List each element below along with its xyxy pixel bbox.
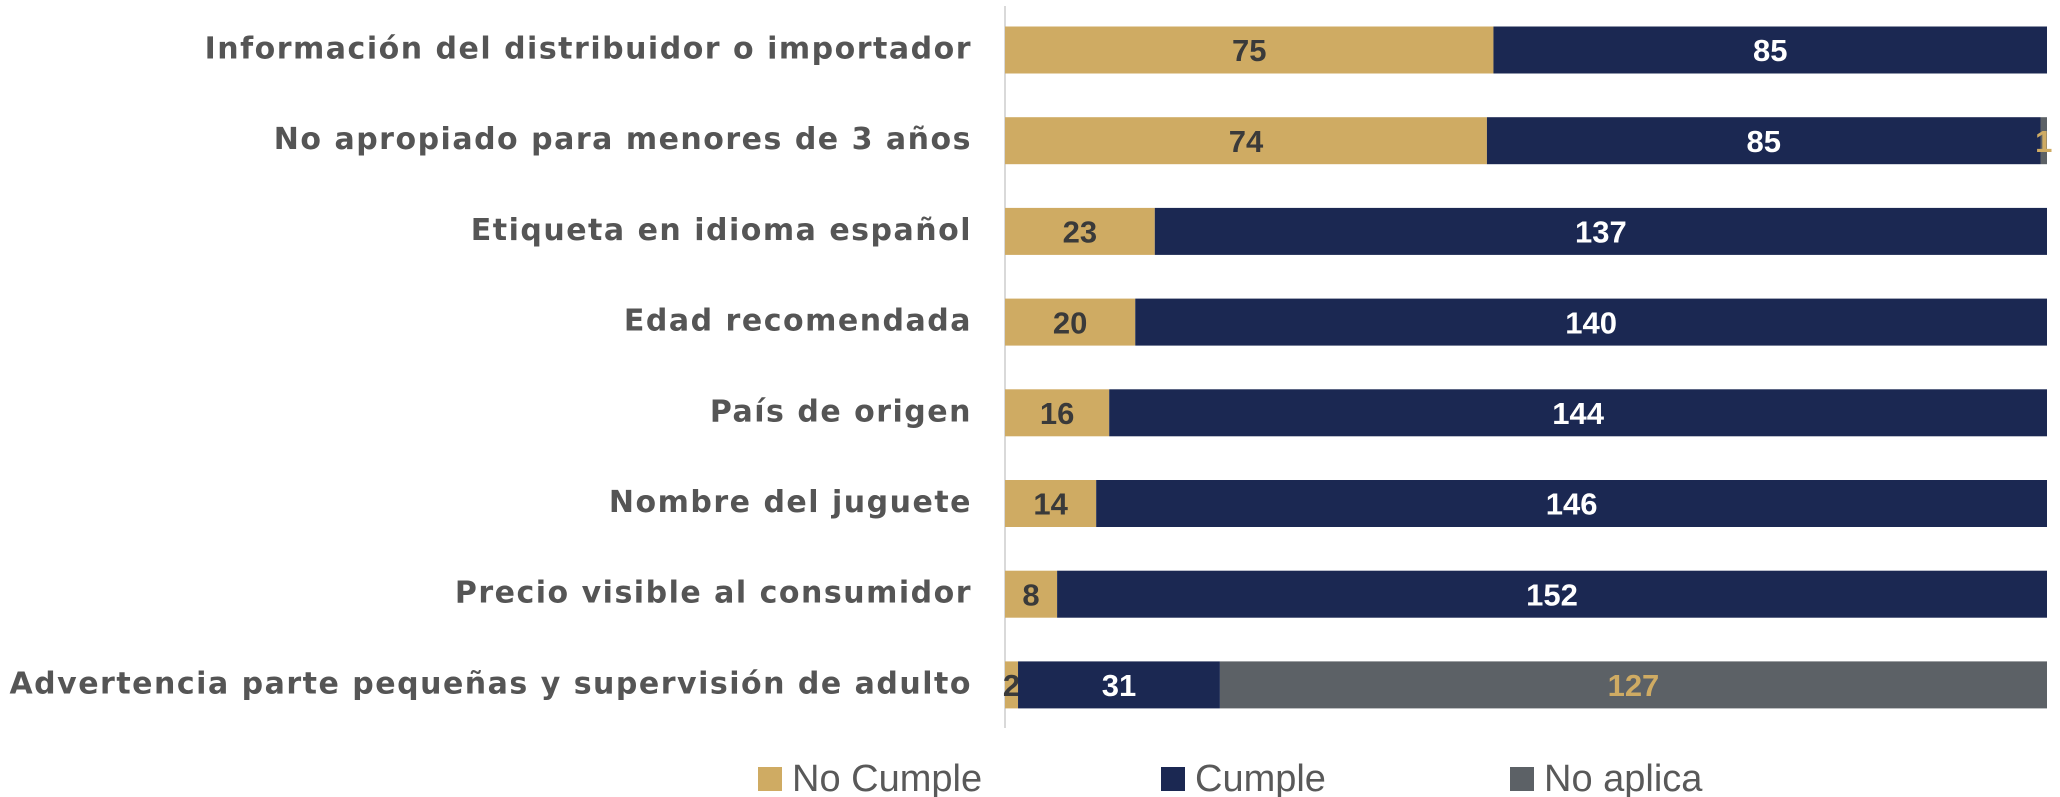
category-label: Edad recomendada bbox=[624, 304, 972, 339]
value-label: 8 bbox=[1022, 577, 1039, 612]
bar-segment bbox=[1057, 570, 2047, 618]
bar-segment bbox=[1486, 117, 2041, 165]
legend-swatch bbox=[1510, 767, 1534, 791]
category-label: Advertencia parte pequeñas y supervisión… bbox=[9, 666, 972, 701]
bar-segment bbox=[1005, 298, 1136, 346]
value-label: 20 bbox=[1053, 305, 1087, 340]
category-label: País de origen bbox=[710, 394, 972, 429]
value-label: 144 bbox=[1552, 396, 1604, 431]
bar-segment bbox=[2040, 117, 2047, 165]
bar-segment bbox=[1493, 26, 2047, 74]
bar-segment bbox=[1005, 117, 1487, 165]
bar-segment bbox=[1219, 661, 2047, 709]
value-label: 74 bbox=[1229, 124, 1264, 159]
bar-segment bbox=[1109, 389, 2047, 437]
value-label: 85 bbox=[1753, 33, 1787, 68]
legend-label: No Cumple bbox=[792, 758, 982, 797]
value-label: 152 bbox=[1526, 577, 1578, 612]
category-label: No apropiado para menores de 3 años bbox=[274, 122, 972, 157]
bar-segment bbox=[1005, 207, 1155, 255]
legend-swatch bbox=[1161, 767, 1185, 791]
value-label: 16 bbox=[1040, 396, 1074, 431]
value-label: 127 bbox=[1608, 668, 1660, 703]
value-label: 137 bbox=[1575, 215, 1627, 250]
bar-segment bbox=[1018, 661, 1220, 709]
legend-label: No aplica bbox=[1544, 758, 1703, 797]
category-label: Información del distribuidor o importado… bbox=[205, 32, 972, 67]
value-label: 14 bbox=[1033, 487, 1068, 522]
bar-segment bbox=[1135, 298, 2047, 346]
legend-label: Cumple bbox=[1195, 758, 1326, 797]
bar-segment bbox=[1005, 480, 1097, 527]
bar-segment bbox=[1005, 26, 1494, 74]
bar-segment bbox=[1005, 389, 1110, 437]
bar-segment bbox=[1005, 570, 1058, 618]
bar-segment bbox=[1096, 480, 2047, 527]
value-label: 75 bbox=[1232, 33, 1266, 68]
value-label: 2 bbox=[1003, 668, 1020, 703]
value-label: 85 bbox=[1746, 124, 1780, 159]
value-label: 1 bbox=[2035, 124, 2052, 159]
value-label: 140 bbox=[1565, 305, 1617, 340]
value-label: 31 bbox=[1102, 668, 1136, 703]
legend-swatch bbox=[758, 767, 782, 791]
value-label: 146 bbox=[1546, 487, 1598, 522]
value-label: 23 bbox=[1063, 215, 1097, 250]
category-label: Etiqueta en idioma español bbox=[471, 213, 972, 248]
bar-segment bbox=[1154, 207, 2047, 255]
bar-segment bbox=[1005, 661, 1019, 709]
category-label: Precio visible al consumidor bbox=[455, 576, 972, 611]
category-label: Nombre del juguete bbox=[609, 485, 972, 520]
